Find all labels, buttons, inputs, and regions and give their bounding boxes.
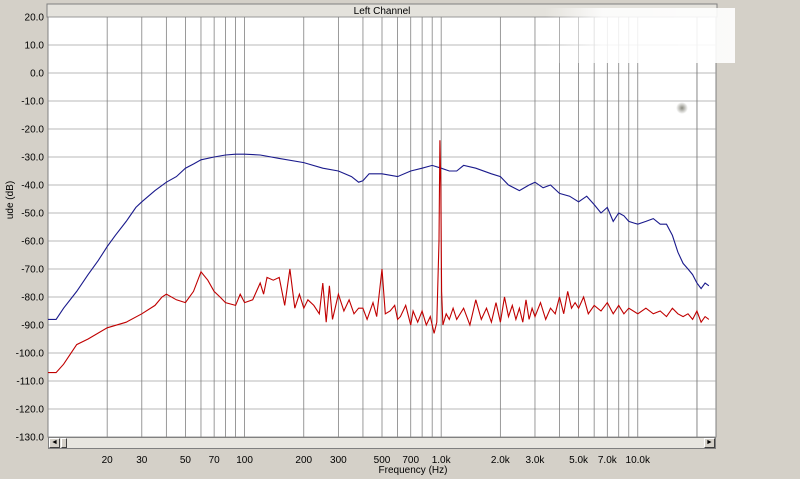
- x-tick-label: 30: [136, 455, 148, 466]
- x-tick-label: 10.0k: [626, 455, 651, 466]
- x-tick-label: 20: [102, 455, 114, 466]
- x-axis-title: Frequency (Hz): [379, 465, 448, 476]
- y-tick-label: -80.0: [21, 293, 44, 304]
- series-layer: [48, 140, 710, 374]
- scroll-right-button[interactable]: ►: [704, 438, 715, 448]
- y-tick-label: -10.0: [21, 97, 44, 108]
- y-tick-label: 0.0: [30, 69, 44, 80]
- x-tick-label: 7.0k: [598, 455, 618, 466]
- y-tick-labels: 20.0 10.0 0.0 -10.0 -20.0 -30.0 -40.0 -50.0 -60.…: [16, 13, 45, 444]
- y-tick-label: -60.0: [21, 237, 44, 248]
- x-tick-label: 70: [209, 455, 221, 466]
- scroll-thumb[interactable]: [61, 438, 67, 448]
- y-tick-label: 10.0: [25, 41, 45, 52]
- series-line-red: [48, 140, 710, 374]
- x-tick-labels: 20 30 50 70 100 200 300 500 700 1.0k 2.0k 3.0k 5.0k 7…: [102, 455, 651, 466]
- y-tick-label: -90.0: [21, 321, 44, 332]
- x-tick-label: 500: [374, 455, 391, 466]
- screen-smudge: [676, 102, 688, 114]
- x-tick-label: 100: [236, 455, 253, 466]
- x-tick-label: 700: [402, 455, 419, 466]
- x-tick-label: 2.0k: [491, 455, 511, 466]
- y-tick-label: -50.0: [21, 209, 44, 220]
- grid-vertical: [47, 17, 698, 437]
- y-tick-label: -110.0: [16, 377, 44, 388]
- y-axis-title: ude (dB): [5, 181, 16, 219]
- x-tick-label: 50: [180, 455, 192, 466]
- x-tick-label: 5.0k: [569, 455, 589, 466]
- y-tick-label: -20.0: [21, 125, 44, 136]
- x-tick-label: 300: [330, 455, 347, 466]
- y-tick-label: -70.0: [21, 265, 44, 276]
- y-tick-label: -40.0: [21, 181, 44, 192]
- y-tick-label: -30.0: [21, 153, 44, 164]
- y-tick-label: -120.0: [16, 405, 45, 416]
- y-tick-label: 20.0: [25, 13, 45, 24]
- overexposed-glare: [545, 8, 735, 63]
- series-line-blue: [48, 153, 710, 320]
- x-tick-label: 3.0k: [526, 455, 546, 466]
- horizontal-scrollbar[interactable]: ◄ ►: [48, 437, 716, 449]
- y-tick-label: -130.0: [16, 433, 45, 444]
- x-tick-label: 200: [295, 455, 312, 466]
- scroll-left-button[interactable]: ◄: [49, 438, 60, 448]
- y-tick-label: -100.0: [16, 349, 45, 360]
- chart-title: Left Channel: [354, 6, 411, 17]
- x-tick-label: 1.0k: [432, 455, 452, 466]
